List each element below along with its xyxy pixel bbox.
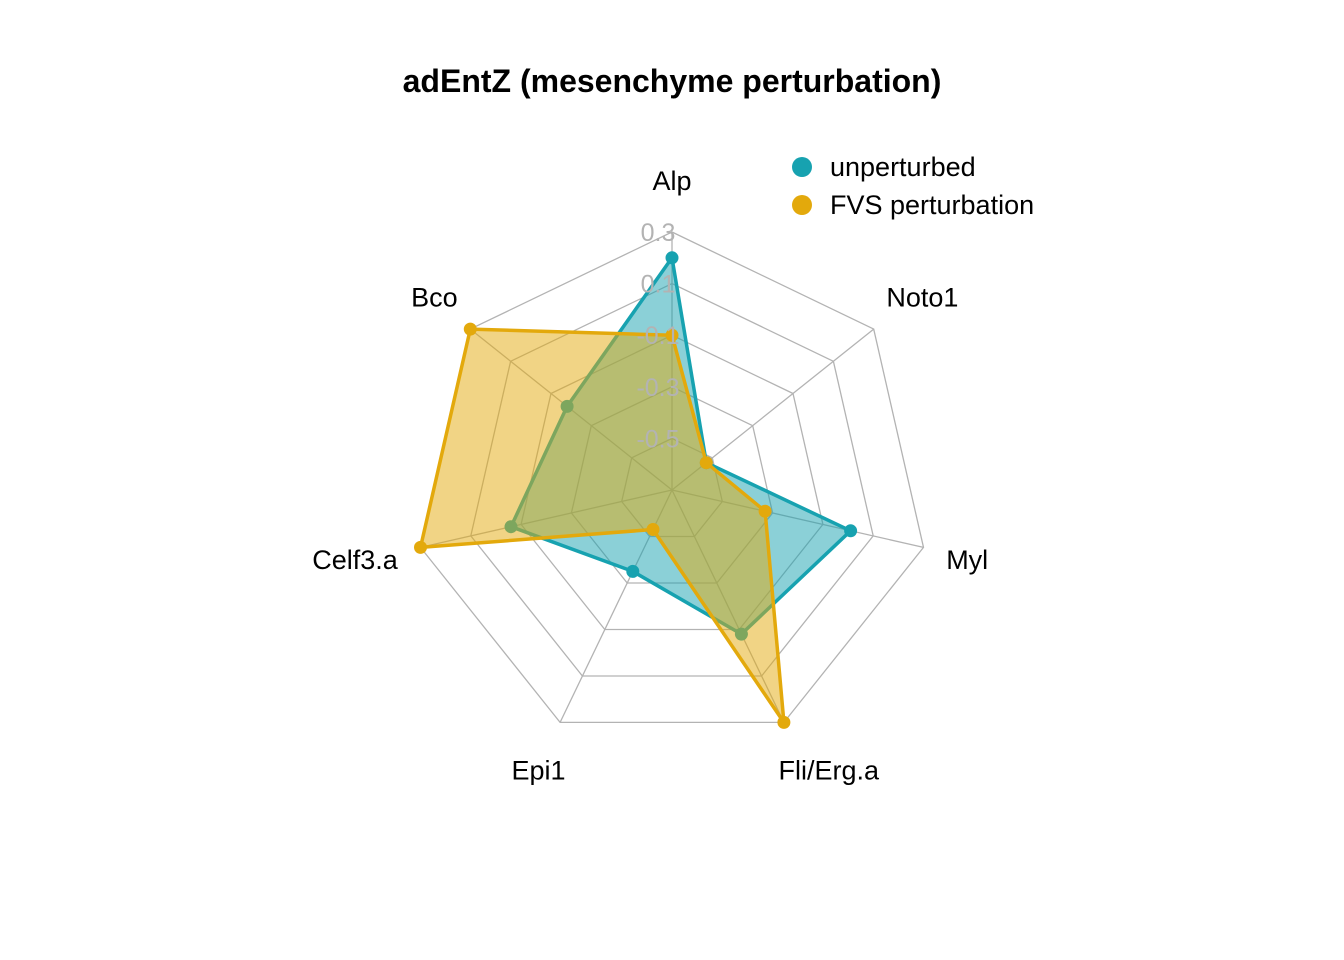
axis-label: Epi1: [511, 755, 565, 785]
data-point-unperturbed: [844, 524, 858, 538]
data-point-fvs-perturbation: [758, 504, 772, 518]
data-point-fvs-perturbation: [665, 328, 679, 342]
axis-label: Celf3.a: [312, 545, 399, 575]
axis-label: Myl: [946, 545, 988, 575]
legend-marker-fvs-perturbation: [792, 195, 812, 215]
series-area-fvs-perturbation: [418, 327, 786, 725]
legend: unperturbed FVS perturbation: [792, 152, 1034, 220]
chart-title: adEntZ (mesenchyme perturbation): [403, 63, 942, 99]
axis-label: Bco: [411, 283, 458, 313]
radial-tick-label: 0.1: [641, 271, 676, 299]
legend-label-unperturbed: unperturbed: [830, 152, 976, 182]
data-point-unperturbed: [665, 251, 679, 265]
data-point-fvs-perturbation: [699, 456, 713, 470]
data-point-unperturbed: [626, 564, 640, 578]
data-point-fvs-perturbation: [463, 322, 477, 336]
radial-tick-label: -0.3: [636, 374, 679, 402]
legend-label-fvs-perturbation: FVS perturbation: [830, 190, 1034, 220]
axis-label: Alp: [652, 166, 691, 196]
data-point-fvs-perturbation: [777, 715, 791, 729]
axis-label: Noto1: [886, 283, 958, 313]
axis-labels: Alp Noto1 Myl Fli/Erg.a Epi1 Celf3.a Bco: [312, 166, 988, 785]
radial-tick-label: -0.1: [636, 322, 679, 350]
series-layer: [414, 251, 858, 729]
axis-label: Fli/Erg.a: [779, 755, 881, 785]
radial-tick-label: -0.5: [636, 425, 679, 453]
legend-marker-unperturbed: [792, 157, 812, 177]
radial-tick-labels: 0.3 0.1 -0.1 -0.3 -0.5: [636, 219, 679, 453]
data-point-fvs-perturbation: [414, 540, 427, 554]
radial-tick-label: 0.3: [641, 219, 676, 247]
data-point-fvs-perturbation: [646, 523, 660, 536]
